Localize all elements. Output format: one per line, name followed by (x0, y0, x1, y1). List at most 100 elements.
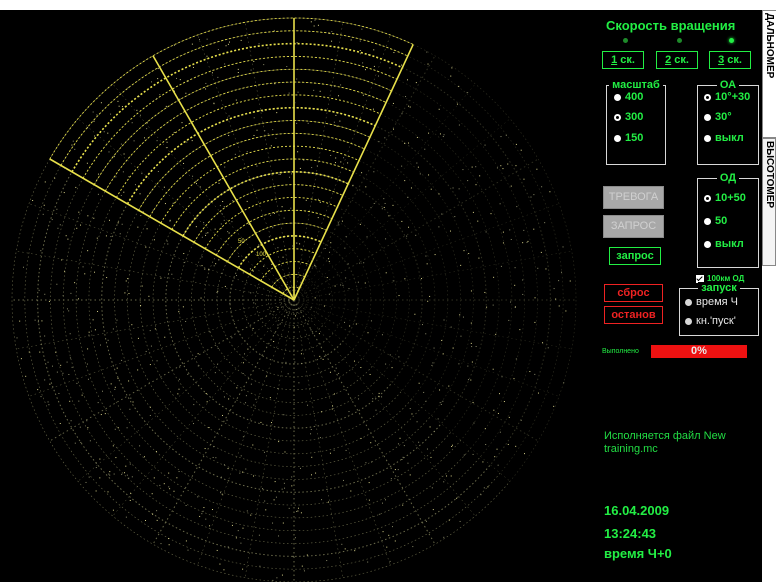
stop-button[interactable]: останов (604, 306, 663, 324)
noise-point (406, 235, 408, 237)
oa-option-10-30[interactable]: 10°+30 (704, 91, 750, 103)
noise-point (260, 421, 262, 423)
noise-point (221, 227, 223, 229)
alarm-button[interactable]: ТРЕВОГА (603, 186, 664, 209)
noise-point (306, 554, 308, 556)
checkbox-100km-od[interactable]: 100км ОД (696, 274, 744, 283)
noise-point (137, 369, 139, 371)
noise-point (108, 219, 110, 221)
noise-point (205, 232, 207, 234)
noise-point (193, 404, 195, 406)
request-upper-button[interactable]: ЗАПРОС (603, 215, 664, 238)
noise-point (112, 445, 114, 447)
noise-point (483, 487, 485, 489)
noise-point (116, 319, 118, 321)
noise-point (249, 268, 251, 270)
noise-point (305, 199, 307, 201)
tab-altimeter[interactable]: ВЫСОТОМЕР (762, 138, 776, 266)
noise-point (311, 456, 313, 458)
noise-point (100, 344, 102, 346)
noise-point (414, 313, 416, 315)
noise-point (402, 504, 404, 506)
noise-point (472, 453, 474, 455)
noise-point (168, 472, 170, 474)
noise-point (409, 474, 411, 476)
noise-point (480, 494, 482, 496)
noise-point (452, 347, 454, 349)
noise-point (379, 513, 381, 515)
noise-point (171, 273, 173, 275)
noise-point (536, 168, 538, 170)
noise-point (207, 232, 209, 234)
noise-point (401, 113, 403, 115)
launch-group: запуск (679, 282, 759, 336)
noise-point (345, 277, 347, 279)
noise-point (51, 219, 53, 221)
noise-point (290, 207, 292, 209)
lit-ring-arc (260, 261, 311, 281)
noise-point (520, 419, 522, 421)
noise-point (246, 151, 248, 153)
rotation-3-button[interactable]: 3 ск. (709, 51, 751, 69)
noise-point (331, 40, 333, 42)
noise-point (156, 360, 158, 362)
noise-point (154, 328, 156, 330)
noise-point (388, 534, 390, 536)
noise-point (92, 111, 94, 113)
scale-option-300[interactable]: 300 (614, 111, 643, 123)
launch-option-time[interactable]: время Ч (685, 296, 738, 308)
noise-point (523, 178, 525, 180)
tab-rangefinder[interactable]: ДАЛЬНОМЕР (762, 10, 776, 138)
od-option-10-50[interactable]: 10+50 (704, 192, 746, 204)
noise-point (118, 105, 120, 107)
noise-point (292, 245, 294, 247)
noise-point (449, 230, 451, 232)
checkbox-100km-box[interactable] (696, 274, 704, 283)
noise-point (87, 215, 89, 217)
noise-point (216, 291, 218, 293)
noise-point (128, 477, 130, 479)
azimuth-line (28, 203, 295, 301)
noise-point (294, 102, 296, 104)
noise-point (373, 202, 375, 204)
oa-option-30[interactable]: 30° (704, 111, 732, 123)
noise-point (68, 310, 70, 312)
noise-point (145, 519, 147, 521)
noise-point (283, 414, 285, 416)
noise-point (109, 471, 111, 473)
noise-point (492, 368, 494, 370)
noise-point (401, 165, 403, 167)
rotation-speed-title: Скорость вращения (606, 18, 736, 33)
noise-point (187, 80, 189, 82)
scale-option-400[interactable]: 400 (614, 91, 643, 103)
noise-point (334, 285, 336, 287)
request-button[interactable]: запрос (609, 247, 661, 265)
noise-point (70, 292, 72, 294)
noise-point (88, 334, 90, 336)
noise-point (93, 120, 95, 122)
noise-point (401, 458, 403, 460)
noise-point (168, 486, 170, 488)
noise-point (221, 272, 223, 274)
noise-point (261, 242, 263, 244)
noise-point (62, 295, 64, 297)
noise-point (272, 579, 274, 581)
noise-point (121, 223, 123, 225)
noise-point (99, 458, 101, 460)
rotation-1-button[interactable]: 1 ск. (602, 51, 644, 69)
noise-point (328, 32, 330, 34)
noise-point (220, 223, 222, 225)
scale-option-150[interactable]: 150 (614, 132, 643, 144)
oa-option-off[interactable]: выкл (704, 132, 744, 144)
noise-point (443, 481, 445, 483)
od-option-off[interactable]: выкл (704, 238, 744, 250)
reset-button[interactable]: сброс (604, 284, 663, 302)
od-option-50[interactable]: 50 (704, 215, 727, 227)
rotation-2-button[interactable]: 2 ск. (656, 51, 698, 69)
noise-point (108, 151, 110, 153)
noise-point (270, 422, 272, 424)
noise-point (477, 220, 479, 222)
noise-point (344, 548, 346, 550)
noise-point (205, 82, 207, 84)
launch-option-button[interactable]: кн.'пуск' (685, 315, 736, 327)
